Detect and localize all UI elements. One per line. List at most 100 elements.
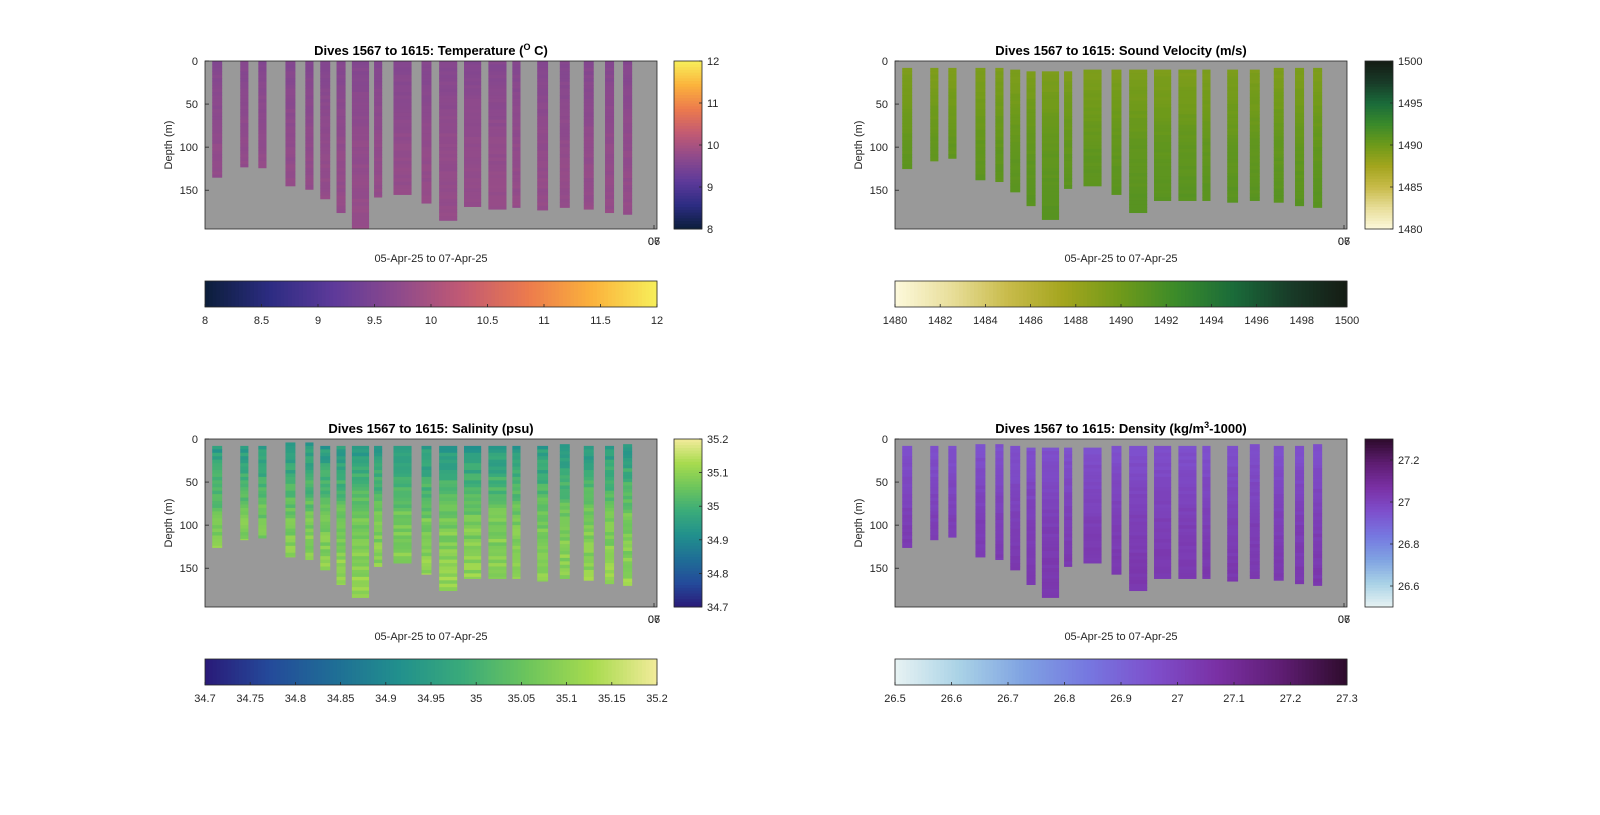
colorbar-swatch — [1226, 281, 1231, 307]
colorbar-tick-label: 1496 — [1244, 315, 1268, 327]
profile-cell — [537, 566, 549, 571]
colorbar-swatch — [1154, 281, 1160, 307]
profile-cell — [512, 494, 521, 498]
axes-frame — [204, 60, 658, 230]
profile-cell — [285, 126, 296, 131]
profile-cell — [537, 459, 549, 464]
profile-cell — [512, 205, 521, 208]
profile-cell — [559, 478, 570, 483]
profile-cell — [212, 528, 223, 533]
profile-column — [305, 61, 314, 190]
profile-cell — [1202, 566, 1211, 571]
profile-cell — [320, 74, 331, 79]
profile-cell — [1295, 559, 1305, 564]
profile-cell — [212, 466, 223, 471]
profile-cell — [975, 492, 986, 497]
profile-cell — [559, 202, 570, 207]
profile-cell — [258, 102, 267, 107]
colorbar-tick-label: 9 — [315, 315, 321, 327]
profile-cell — [488, 528, 507, 533]
profile-cell — [1010, 466, 1021, 471]
profile-cell — [1154, 456, 1172, 461]
profile-cell — [393, 535, 412, 540]
profile-cell — [320, 449, 331, 454]
profile-cell — [393, 126, 412, 131]
profile-cell — [464, 518, 482, 523]
profile-cell — [1064, 123, 1073, 127]
profile-cell — [537, 181, 549, 186]
profile-cell — [1129, 176, 1148, 181]
profile-cell — [240, 463, 249, 467]
profile-cell — [583, 480, 594, 485]
profile-cell — [1178, 107, 1197, 112]
profile-cell — [1129, 169, 1148, 174]
colorbar-swatch — [895, 659, 900, 685]
colorbar-swatch — [476, 281, 481, 307]
profile-cell — [1154, 563, 1172, 567]
profile-cell — [320, 480, 331, 485]
profile-cell — [1178, 473, 1197, 478]
profile-cell — [439, 174, 458, 179]
profile-cell — [374, 470, 383, 474]
profile-cell — [1273, 542, 1284, 547]
profile-cell — [464, 556, 482, 561]
profile-cell — [351, 98, 370, 103]
profile-cell — [1227, 166, 1239, 170]
profile-cell — [930, 518, 939, 523]
profile-cell — [995, 71, 1004, 76]
profile-cell — [212, 487, 223, 492]
colorbar-swatch — [1365, 523, 1393, 527]
profile-cell — [305, 497, 314, 502]
colorbar-swatch — [1260, 281, 1265, 307]
colorbar-swatch — [1015, 281, 1020, 307]
profile-cell — [1249, 557, 1260, 562]
colorbar-swatch — [1365, 495, 1393, 499]
profile-cell — [212, 154, 223, 158]
profile-cell — [464, 545, 482, 550]
chart-title: Dives 1567 to 1615: Salinity (psu) — [328, 421, 533, 436]
profile-cell — [1111, 521, 1122, 526]
profile-cell — [488, 154, 507, 158]
colorbar-tick-label: 10 — [425, 315, 437, 327]
profile-cell — [995, 537, 1004, 542]
profile-cell — [320, 78, 331, 83]
colorbar-swatch — [1218, 281, 1224, 307]
profile-cell — [393, 518, 412, 523]
profile-cell — [995, 516, 1004, 521]
colorbar-swatch — [423, 659, 428, 685]
profile-cell — [537, 171, 549, 176]
profile-cell — [1227, 483, 1239, 488]
colorbar-swatch — [438, 281, 443, 307]
profile-cell — [583, 573, 594, 578]
profile-cell — [1026, 523, 1036, 528]
colorbar-swatch — [536, 281, 541, 307]
profile-cell — [393, 157, 412, 162]
profile-cell — [488, 95, 507, 100]
profile-cell — [1064, 478, 1073, 483]
profile-cell — [421, 143, 432, 148]
profile-cell — [975, 147, 986, 151]
profile-cell — [1295, 504, 1305, 509]
profile-cell — [374, 112, 383, 117]
colorbar-swatch — [1267, 281, 1273, 307]
colorbar-swatch — [1038, 659, 1043, 685]
profile-cell — [1249, 183, 1260, 188]
profile-cell — [1273, 119, 1284, 124]
profile-cell — [1064, 482, 1073, 486]
colorbar-swatch — [674, 161, 702, 166]
profile-cell — [623, 147, 633, 151]
profile-cell — [1154, 121, 1172, 126]
colorbar-swatch — [517, 659, 522, 685]
profile-cell — [1129, 83, 1148, 88]
profile-cell — [439, 559, 458, 564]
profile-cell — [1041, 502, 1060, 507]
colorbar-swatch — [955, 659, 960, 685]
colorbar-tick-label: 1480 — [883, 315, 907, 327]
profile-cell — [336, 147, 346, 151]
profile-cell — [212, 542, 223, 547]
profile-cell — [1227, 463, 1239, 467]
profile-cell — [351, 590, 370, 595]
colorbar-swatch — [970, 281, 975, 307]
profile-columns — [212, 442, 633, 598]
profile-cell — [305, 133, 314, 138]
